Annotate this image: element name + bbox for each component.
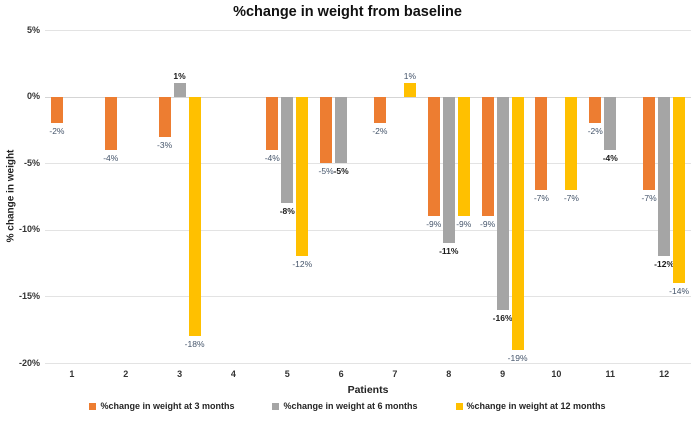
legend-label: %change in weight at 12 months bbox=[466, 401, 606, 411]
x-tick-label-3: 3 bbox=[177, 369, 183, 379]
y-tick-label: 5% bbox=[26, 24, 40, 35]
legend-label: %change in weight at 3 months bbox=[100, 401, 235, 411]
bar-series-2-patient-3 bbox=[173, 83, 186, 97]
bar-value-label: -19% bbox=[507, 352, 528, 363]
bar-value-label: -5% bbox=[318, 166, 334, 177]
bar-series-2-patient-8 bbox=[442, 96, 455, 244]
bar-value-label: -7% bbox=[533, 192, 549, 203]
bar-series-2-patient-9 bbox=[496, 96, 509, 310]
bar-value-label: -2% bbox=[49, 126, 65, 137]
legend-swatch-icon bbox=[272, 402, 280, 410]
bar-value-label: 1% bbox=[173, 70, 186, 81]
bar-series-1-patient-9 bbox=[481, 96, 494, 217]
bar-value-label: -9% bbox=[456, 219, 472, 230]
bar-series-3-patient-12 bbox=[673, 96, 686, 284]
bar-value-label: -14% bbox=[669, 286, 689, 297]
bar-series-3-patient-10 bbox=[565, 96, 578, 190]
bar-value-label: -8% bbox=[279, 206, 295, 217]
bar-value-label: -5% bbox=[333, 166, 349, 177]
legend-swatch-icon bbox=[89, 402, 97, 410]
bar-value-label: -11% bbox=[439, 246, 459, 257]
bar-value-label: -7% bbox=[641, 192, 657, 203]
bar-series-1-patient-11 bbox=[589, 96, 602, 124]
bar-value-label: -16% bbox=[492, 312, 513, 323]
bar-series-2-patient-11 bbox=[604, 96, 617, 150]
zero-gridline bbox=[45, 96, 691, 98]
y-tick-label: -20% bbox=[18, 357, 40, 368]
bar-value-label: -12% bbox=[292, 259, 313, 270]
y-tick-label: -5% bbox=[23, 157, 40, 168]
x-tick-label-12: 12 bbox=[659, 369, 670, 379]
x-tick-label-9: 9 bbox=[500, 369, 506, 379]
x-axis-title: Patients bbox=[347, 384, 389, 396]
gridline bbox=[45, 229, 691, 231]
bar-series-1-patient-10 bbox=[535, 96, 548, 190]
bar-series-1-patient-2 bbox=[104, 96, 117, 150]
gridline bbox=[45, 30, 691, 31]
bar-value-label: -3% bbox=[157, 139, 173, 150]
x-tick-label-11: 11 bbox=[605, 369, 615, 379]
bar-series-3-patient-5 bbox=[296, 96, 309, 257]
bar-series-2-patient-5 bbox=[281, 96, 294, 204]
bar-value-label: -12% bbox=[654, 259, 674, 270]
x-tick-label-6: 6 bbox=[338, 369, 344, 379]
bar-series-1-patient-6 bbox=[320, 96, 333, 164]
bar-series-1-patient-8 bbox=[427, 96, 440, 217]
bar-value-label: -4% bbox=[103, 152, 119, 163]
y-tick-label: -15% bbox=[18, 290, 40, 301]
x-tick-label-7: 7 bbox=[392, 369, 398, 379]
bar-value-label: -9% bbox=[480, 219, 496, 230]
x-tick-label-4: 4 bbox=[230, 369, 236, 379]
bar-series-1-patient-12 bbox=[643, 96, 656, 190]
legend-item-2: %change in weight at 6 months bbox=[272, 401, 418, 411]
bar-series-3-patient-3 bbox=[188, 96, 201, 337]
gridline bbox=[45, 363, 691, 364]
legend-item-1: %change in weight at 3 months bbox=[89, 401, 234, 411]
bar-value-label: -9% bbox=[426, 219, 442, 230]
x-tick-label-2: 2 bbox=[123, 369, 129, 379]
x-tick-label-10: 10 bbox=[551, 369, 562, 379]
y-tick-label: -10% bbox=[18, 224, 40, 235]
bar-value-label: -4% bbox=[602, 152, 618, 163]
bar-series-1-patient-1 bbox=[50, 96, 63, 124]
bar-value-label: -4% bbox=[264, 152, 280, 163]
legend-item-3: %change in weight at 12 months bbox=[455, 401, 606, 411]
legend-swatch-icon bbox=[455, 402, 463, 410]
bar-value-label: -7% bbox=[563, 192, 579, 203]
bar-series-3-patient-9 bbox=[511, 96, 524, 350]
bar-value-label: -18% bbox=[184, 339, 205, 350]
bar-series-1-patient-7 bbox=[373, 96, 386, 124]
legend-label: %change in weight at 6 months bbox=[283, 401, 418, 411]
x-tick-label-1: 1 bbox=[69, 369, 75, 379]
legend: %change in weight at 3 months %change in … bbox=[0, 401, 695, 411]
bar-series-2-patient-6 bbox=[335, 96, 348, 164]
bar-series-3-patient-8 bbox=[457, 96, 470, 217]
y-tick-label: 0% bbox=[26, 91, 40, 102]
x-tick-label-5: 5 bbox=[284, 369, 290, 379]
bar-series-2-patient-12 bbox=[658, 96, 671, 257]
bar-value-label: 1% bbox=[403, 70, 417, 81]
gridline bbox=[45, 163, 691, 165]
chart-title: %change in weight from baseline bbox=[233, 4, 462, 20]
bar-series-1-patient-5 bbox=[266, 96, 279, 150]
bar-series-1-patient-3 bbox=[158, 96, 171, 137]
x-tick-label-8: 8 bbox=[446, 369, 452, 379]
gridline bbox=[45, 296, 691, 298]
plot-area: 5% 0% -5% -10% -15% -20% -2% -4% -3% -4% -5% -2% -9%… bbox=[19, 25, 691, 379]
bar-value-label: -2% bbox=[587, 126, 603, 137]
bar-series-3-patient-7 bbox=[403, 83, 416, 97]
bar-value-label: -2% bbox=[372, 126, 388, 137]
